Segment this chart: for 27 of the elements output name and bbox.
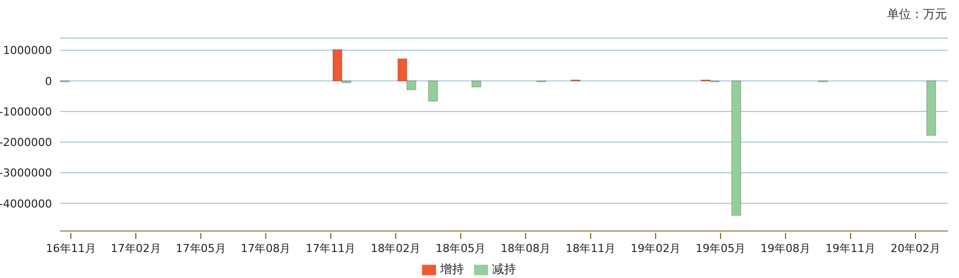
legend-label: 增持 xyxy=(440,262,464,276)
x-tick-label: 18年08月 xyxy=(500,242,551,255)
bar xyxy=(471,80,482,88)
y-tick-label: -2000000 xyxy=(0,136,52,150)
x-tick-label: 17年02月 xyxy=(110,242,161,255)
x-tick-label: 19年11月 xyxy=(826,242,876,255)
y-tick-label: 1000000 xyxy=(3,44,52,58)
x-tick-label: 17年08月 xyxy=(240,242,291,255)
y-tick-label: -4000000 xyxy=(0,197,52,210)
bar xyxy=(926,80,936,136)
text: 单位：万元 xyxy=(887,6,947,23)
y-tick-label: 0 xyxy=(45,74,52,88)
legend-label: 减持 xyxy=(492,262,516,276)
bar xyxy=(428,80,438,102)
x-tick-label: 18年05月 xyxy=(436,242,486,255)
x-tick-label: 18年11月 xyxy=(566,242,616,255)
x-tick-label: 17年05月 xyxy=(176,242,226,255)
x-tick-label: 20年02月 xyxy=(890,242,941,255)
y-tick-label: -3000000 xyxy=(0,166,52,180)
x-tick-label: 18年02月 xyxy=(370,242,421,255)
bar xyxy=(731,80,742,216)
x-tick-label: 19年02月 xyxy=(630,242,681,255)
x-tick-label: 19年08月 xyxy=(760,242,811,255)
x-tick-label: 19年05月 xyxy=(696,242,746,255)
y-tick-label: -1000000 xyxy=(0,105,52,118)
x-tick-label: 17年11月 xyxy=(306,242,356,255)
x-tick-label: 16年11月 xyxy=(46,242,96,255)
